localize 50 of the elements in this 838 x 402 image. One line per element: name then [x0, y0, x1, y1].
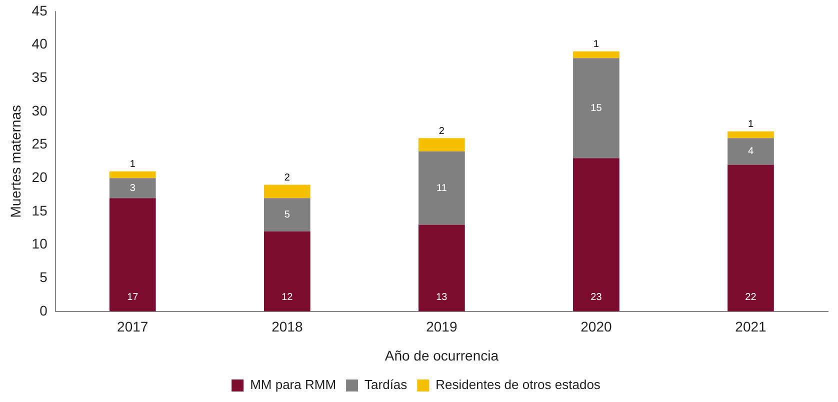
x-axis-title: Año de ocurrencia [384, 347, 499, 364]
data-label: 15 [590, 102, 602, 114]
y-tick-label: 5 [40, 268, 48, 285]
y-tick-label: 40 [32, 36, 48, 52]
x-tick-label: 2017 [117, 318, 148, 335]
data-label: 22 [745, 292, 757, 304]
bar [573, 51, 620, 58]
y-tick-label: 15 [32, 202, 48, 218]
legend-label: Tardías [364, 377, 408, 392]
bar [264, 198, 310, 232]
bar [109, 198, 156, 312]
bar [418, 224, 465, 312]
data-label: 11 [436, 182, 448, 194]
data-label: 17 [127, 292, 139, 304]
bar [264, 231, 310, 312]
bar [418, 151, 465, 225]
bar [573, 158, 620, 312]
x-tick-label: 2020 [580, 318, 612, 335]
y-tick-label: 20 [32, 168, 48, 185]
y-tick-label: 35 [32, 68, 48, 85]
x-tick-label: 2021 [735, 318, 767, 335]
data-label: 1 [130, 159, 136, 170]
y-tick-label: 30 [32, 102, 48, 118]
data-label: 2 [284, 172, 290, 184]
data-label: 5 [284, 209, 290, 220]
data-label: 4 [748, 146, 754, 158]
bar [728, 131, 774, 138]
bar [728, 138, 774, 165]
x-tick-label: 2019 [426, 318, 458, 335]
data-label: 3 [130, 182, 136, 194]
y-axis-title: Muertes maternas [7, 104, 24, 218]
x-tick-label: 2018 [272, 318, 303, 335]
data-label: 23 [590, 292, 602, 304]
data-label: 1 [748, 119, 754, 130]
legend-label: Residentes de otros estados [436, 377, 601, 392]
y-tick-label: 25 [32, 136, 48, 152]
data-label: 13 [436, 292, 448, 304]
bar [573, 58, 620, 158]
bar [264, 184, 310, 198]
bar [418, 138, 465, 152]
bar [728, 164, 774, 312]
bar [109, 178, 156, 198]
y-tick-label: 45 [32, 2, 48, 18]
legend-label: MM para RMM [250, 377, 336, 392]
data-label: 2 [438, 126, 445, 137]
y-tick-label: 10 [32, 236, 48, 252]
data-label: 12 [282, 292, 294, 304]
bar [109, 171, 156, 178]
data-label: 1 [593, 39, 600, 50]
y-tick-label: 0 [40, 302, 48, 318]
